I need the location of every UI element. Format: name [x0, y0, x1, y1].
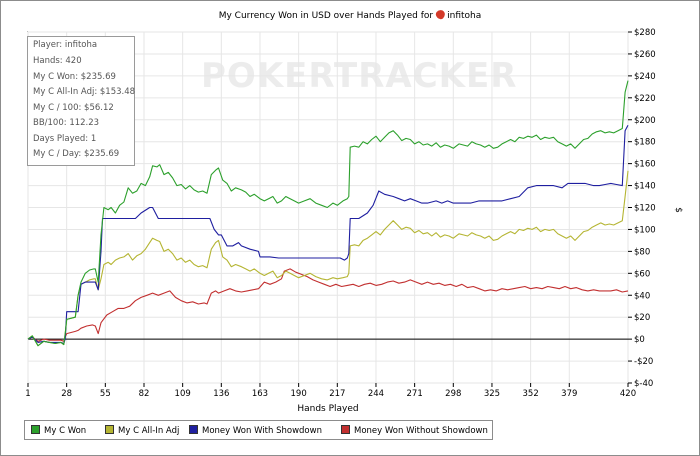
x-tick-label: 352 [523, 389, 539, 399]
x-tick-label: 190 [291, 389, 307, 399]
x-tick-label: 28 [61, 389, 72, 399]
x-tick-label: 1 [25, 389, 30, 399]
x-tick-label: 244 [368, 389, 384, 399]
legend-label: My C All-In Adj [118, 426, 180, 436]
legend-item-with-showdown: Money Won With Showdown [189, 425, 322, 436]
stats-box: Player: infitoha Hands: 420 My C Won: $2… [27, 36, 135, 166]
stat-allin-adj: My C All-In Adj: $153.48 [33, 87, 136, 97]
y-tick-label: $20 [634, 313, 650, 323]
y-axis-label: $ [673, 207, 683, 213]
chart-title: My Currency Won in USD over Hands Played… [0, 8, 700, 21]
x-axis-label: Hands Played [297, 404, 358, 414]
y-tick-label: $60 [634, 269, 650, 279]
x-tick-label: 55 [100, 389, 111, 399]
series-line-my-c-won [27, 80, 629, 347]
y-tick-label: $240 [634, 72, 656, 82]
y-tick-label: $120 [634, 204, 656, 214]
x-tick-label: 82 [139, 389, 150, 399]
x-axis-ticks: 1 28 55 82 109 136 163 190 217 244 271 298 325 352 379… [25, 383, 636, 399]
y-tick-label: $160 [634, 160, 656, 170]
chart-title-player: infitoha [447, 11, 482, 21]
legend-label: My C Won [44, 426, 87, 436]
series-line-money-won-with-showdown [27, 124, 629, 345]
series-line-money-won-without-showdown [27, 268, 629, 342]
y-tick-label: $220 [634, 94, 656, 104]
x-tick-label: 217 [329, 389, 345, 399]
series-lines [27, 80, 629, 347]
legend-swatch [341, 425, 350, 434]
y-tick-label: $180 [634, 138, 656, 148]
x-tick-label: 298 [445, 389, 461, 399]
legend-label: Money Won With Showdown [202, 426, 322, 436]
x-tick-label: 109 [175, 389, 191, 399]
stat-per-100: My C / 100: $56.12 [33, 103, 114, 113]
stat-won: My C Won: $235.69 [33, 72, 116, 82]
y-tick-label: $280 [634, 28, 656, 38]
y-axis-ticks: $-40 -$20 $0 $20 $40 $60 $80 $100 $120 $140 $160 $1… [628, 28, 656, 389]
y-tick-label: $40 [634, 291, 650, 301]
x-tick-label: 136 [213, 389, 229, 399]
stat-per-day: My C / Day: $235.69 [33, 149, 120, 159]
stat-hands: Hands: 420 [33, 56, 82, 66]
stat-player: Player: infitoha [33, 40, 98, 50]
series-line-my-c-all-in-adj [27, 170, 629, 347]
x-tick-label: 379 [561, 389, 577, 399]
y-tick-label: $140 [634, 182, 656, 192]
chart-title-text: My Currency Won in USD over Hands Played… [218, 11, 434, 21]
legend-label: Money Won Without Showdown [354, 426, 488, 436]
stat-bb-100: BB/100: 112.23 [33, 118, 100, 128]
y-tick-label: $-40 [634, 379, 653, 389]
legend-swatch [189, 425, 198, 434]
y-tick-label: $100 [634, 225, 656, 235]
y-tick-label: $0 [634, 335, 645, 345]
y-tick-label: $80 [634, 247, 650, 257]
legend-item-my-c-won: My C Won [31, 425, 86, 436]
y-tick-label: $200 [634, 116, 656, 126]
x-tick-label: 325 [484, 389, 500, 399]
legend-swatch [31, 425, 40, 434]
y-tick-label: -$20 [634, 357, 653, 367]
x-tick-label: 420 [620, 389, 636, 399]
stat-days: Days Played: 1 [33, 134, 97, 144]
x-tick-label: 271 [407, 389, 423, 399]
legend-swatch [105, 425, 114, 434]
y-tick-label: $260 [634, 50, 656, 60]
legend-item-all-in-adj: My C All-In Adj [105, 425, 179, 436]
x-tick-label: 163 [252, 389, 268, 399]
chart-legend: My C Won My C All-In Adj Money Won With … [24, 420, 493, 440]
legend-item-without-showdown: Money Won Without Showdown [341, 425, 488, 436]
